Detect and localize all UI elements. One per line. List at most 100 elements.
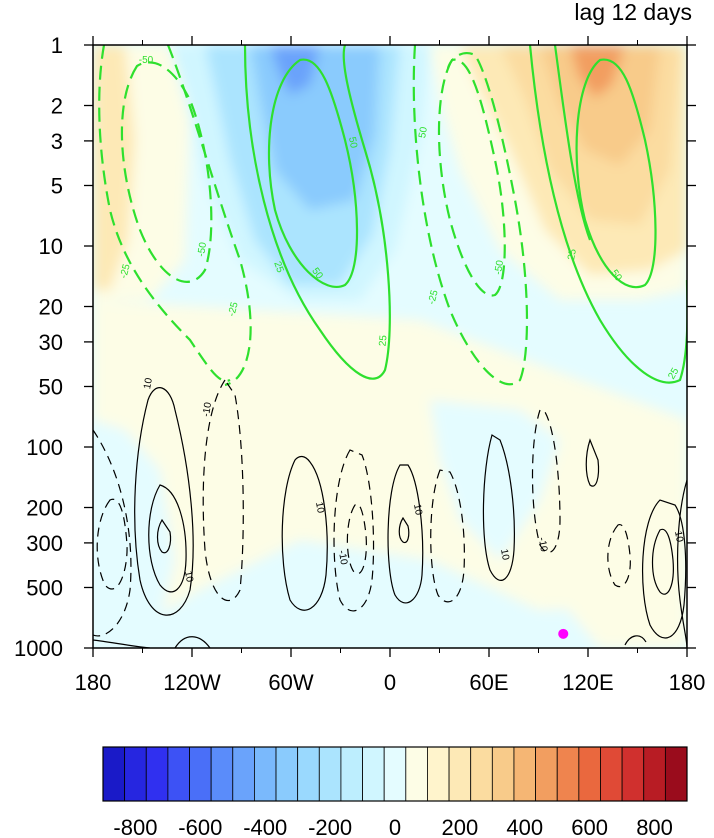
colorbar-swatch xyxy=(232,746,255,802)
colorbar-swatch xyxy=(297,746,320,802)
green-label: -25 xyxy=(226,301,240,318)
black-contour-dashed-right xyxy=(531,409,561,553)
black-contour-solid-left-outer xyxy=(134,387,194,616)
y-tick-label: 200 xyxy=(26,496,63,521)
green-contour-neg-d xyxy=(412,45,529,386)
green-label: 50 xyxy=(346,136,359,149)
y-tick-label: 2 xyxy=(51,94,63,119)
black-contour-dashed-center-left-inner xyxy=(346,503,367,575)
black-contour-solid-center-inner xyxy=(398,516,410,544)
y-tick-label: 100 xyxy=(26,435,63,460)
colorbar-swatch xyxy=(600,746,623,802)
colorbar-swatch xyxy=(491,746,515,802)
green-label: -25 xyxy=(426,289,440,306)
colorbar-swatch xyxy=(535,746,558,802)
colorbar-swatch xyxy=(405,746,428,802)
black-label: 10 xyxy=(498,548,511,561)
x-tick-label: 180 xyxy=(669,670,706,695)
colorbar-tick-label: -400 xyxy=(243,815,287,838)
black-contours xyxy=(93,378,687,648)
black-label: 10 xyxy=(142,377,155,390)
y-tick-label: 5 xyxy=(51,173,63,198)
green-contour-pos-d xyxy=(575,58,657,289)
x-tick-label: 180 xyxy=(75,670,112,695)
x-tick-label: 0 xyxy=(384,670,396,695)
colorbar-swatch xyxy=(513,746,536,802)
colorbar-swatch xyxy=(664,746,688,802)
black-contour-solid-far-right-edge xyxy=(676,479,687,648)
green-label: 25 xyxy=(666,366,681,382)
contour-labels: -50 -50 -25 -25 50 25 50 25 50 -50 -25 2… xyxy=(118,55,685,583)
colorbar-swatch xyxy=(167,746,190,802)
black-contour-dashed-far-left xyxy=(93,429,132,637)
black-label: 10 xyxy=(411,503,424,516)
colorbar-tick-label: 800 xyxy=(636,815,673,838)
green-label: 50 xyxy=(417,126,430,139)
colorbar-swatch xyxy=(210,746,234,802)
black-contour-dashed-right-small xyxy=(607,524,631,588)
colorbar-swatch xyxy=(556,746,580,802)
green-label: -50 xyxy=(493,259,506,276)
colorbar-tick-label: 0 xyxy=(389,815,401,838)
y-tick-label: 300 xyxy=(26,531,63,556)
black-label: -10 xyxy=(336,549,349,566)
colorbar-swatch xyxy=(102,746,126,802)
chart-title: lag 12 days xyxy=(574,0,692,25)
colorbar-tick-label: -200 xyxy=(308,815,352,838)
black-label: -10 xyxy=(536,536,549,553)
y-tick-label: 500 xyxy=(26,575,63,600)
black-label: 10 xyxy=(182,570,195,583)
y-tick-label: 3 xyxy=(51,129,63,154)
location-marker xyxy=(558,628,569,639)
colorbar-frame xyxy=(102,746,688,802)
axes: 180 120W 60W 0 60E 120E 180 1 2 3 5 10 20 30 50 100 200 3… xyxy=(14,33,705,695)
green-contour-neg-a xyxy=(98,45,231,383)
x-tick-label: 60E xyxy=(469,670,508,695)
shading-cool-upper-4 xyxy=(270,45,320,95)
shading-warm-right-4 xyxy=(540,45,660,165)
green-label: -50 xyxy=(139,55,154,66)
green-contour-pos-b xyxy=(267,58,359,288)
black-contour-solid-left-inner xyxy=(156,518,172,554)
shading-warm-right-5 xyxy=(570,45,625,98)
y-tick-label: 10 xyxy=(39,234,63,259)
shading-cool-lower-left xyxy=(93,420,175,640)
shaded-field xyxy=(93,45,687,648)
black-contour-dashed-center-right xyxy=(430,469,465,603)
colorbar-tick-label: 200 xyxy=(442,815,479,838)
green-label: 25 xyxy=(271,260,285,275)
black-contour-dashed-left xyxy=(202,378,244,602)
colorbar-swatch xyxy=(621,746,645,802)
shading-cool-bottom xyxy=(93,605,687,648)
green-label: -25 xyxy=(118,263,132,280)
colorbar-tick-label: -800 xyxy=(113,815,157,838)
x-tick-label: 120E xyxy=(562,670,613,695)
x-tick-label: 120W xyxy=(163,670,221,695)
colorbar-swatch xyxy=(448,746,472,802)
colorbar-tick-label: 400 xyxy=(506,815,543,838)
green-contours xyxy=(98,45,687,387)
green-contour-pos-e xyxy=(553,45,592,241)
colorbar-swatch xyxy=(643,746,666,802)
green-label: 25 xyxy=(566,248,579,261)
colorbar-swatch xyxy=(275,746,299,802)
green-contour-neg-e xyxy=(437,58,506,297)
y-tick-label: 30 xyxy=(39,330,63,355)
colorbar-swatch xyxy=(189,746,212,802)
colorbar-swatch xyxy=(383,746,407,802)
colorbar-swatch xyxy=(145,746,169,802)
green-label: 25 xyxy=(378,334,390,346)
y-tick-label: 1000 xyxy=(14,636,63,661)
colorbar-tick-label: 600 xyxy=(571,815,608,838)
black-label: -10 xyxy=(201,401,214,418)
black-contour-solid-right-small xyxy=(585,438,600,487)
colorbar-swatch xyxy=(362,746,385,802)
black-contour-solid-far-right xyxy=(641,499,687,639)
y-tick-label: 1 xyxy=(51,33,63,58)
colorbar-swatch xyxy=(124,746,147,802)
black-contour-solid-right xyxy=(482,434,515,581)
black-label: 10 xyxy=(313,501,326,514)
black-contour-solid-left-mid xyxy=(148,484,187,593)
colorbar-swatch xyxy=(578,746,601,802)
